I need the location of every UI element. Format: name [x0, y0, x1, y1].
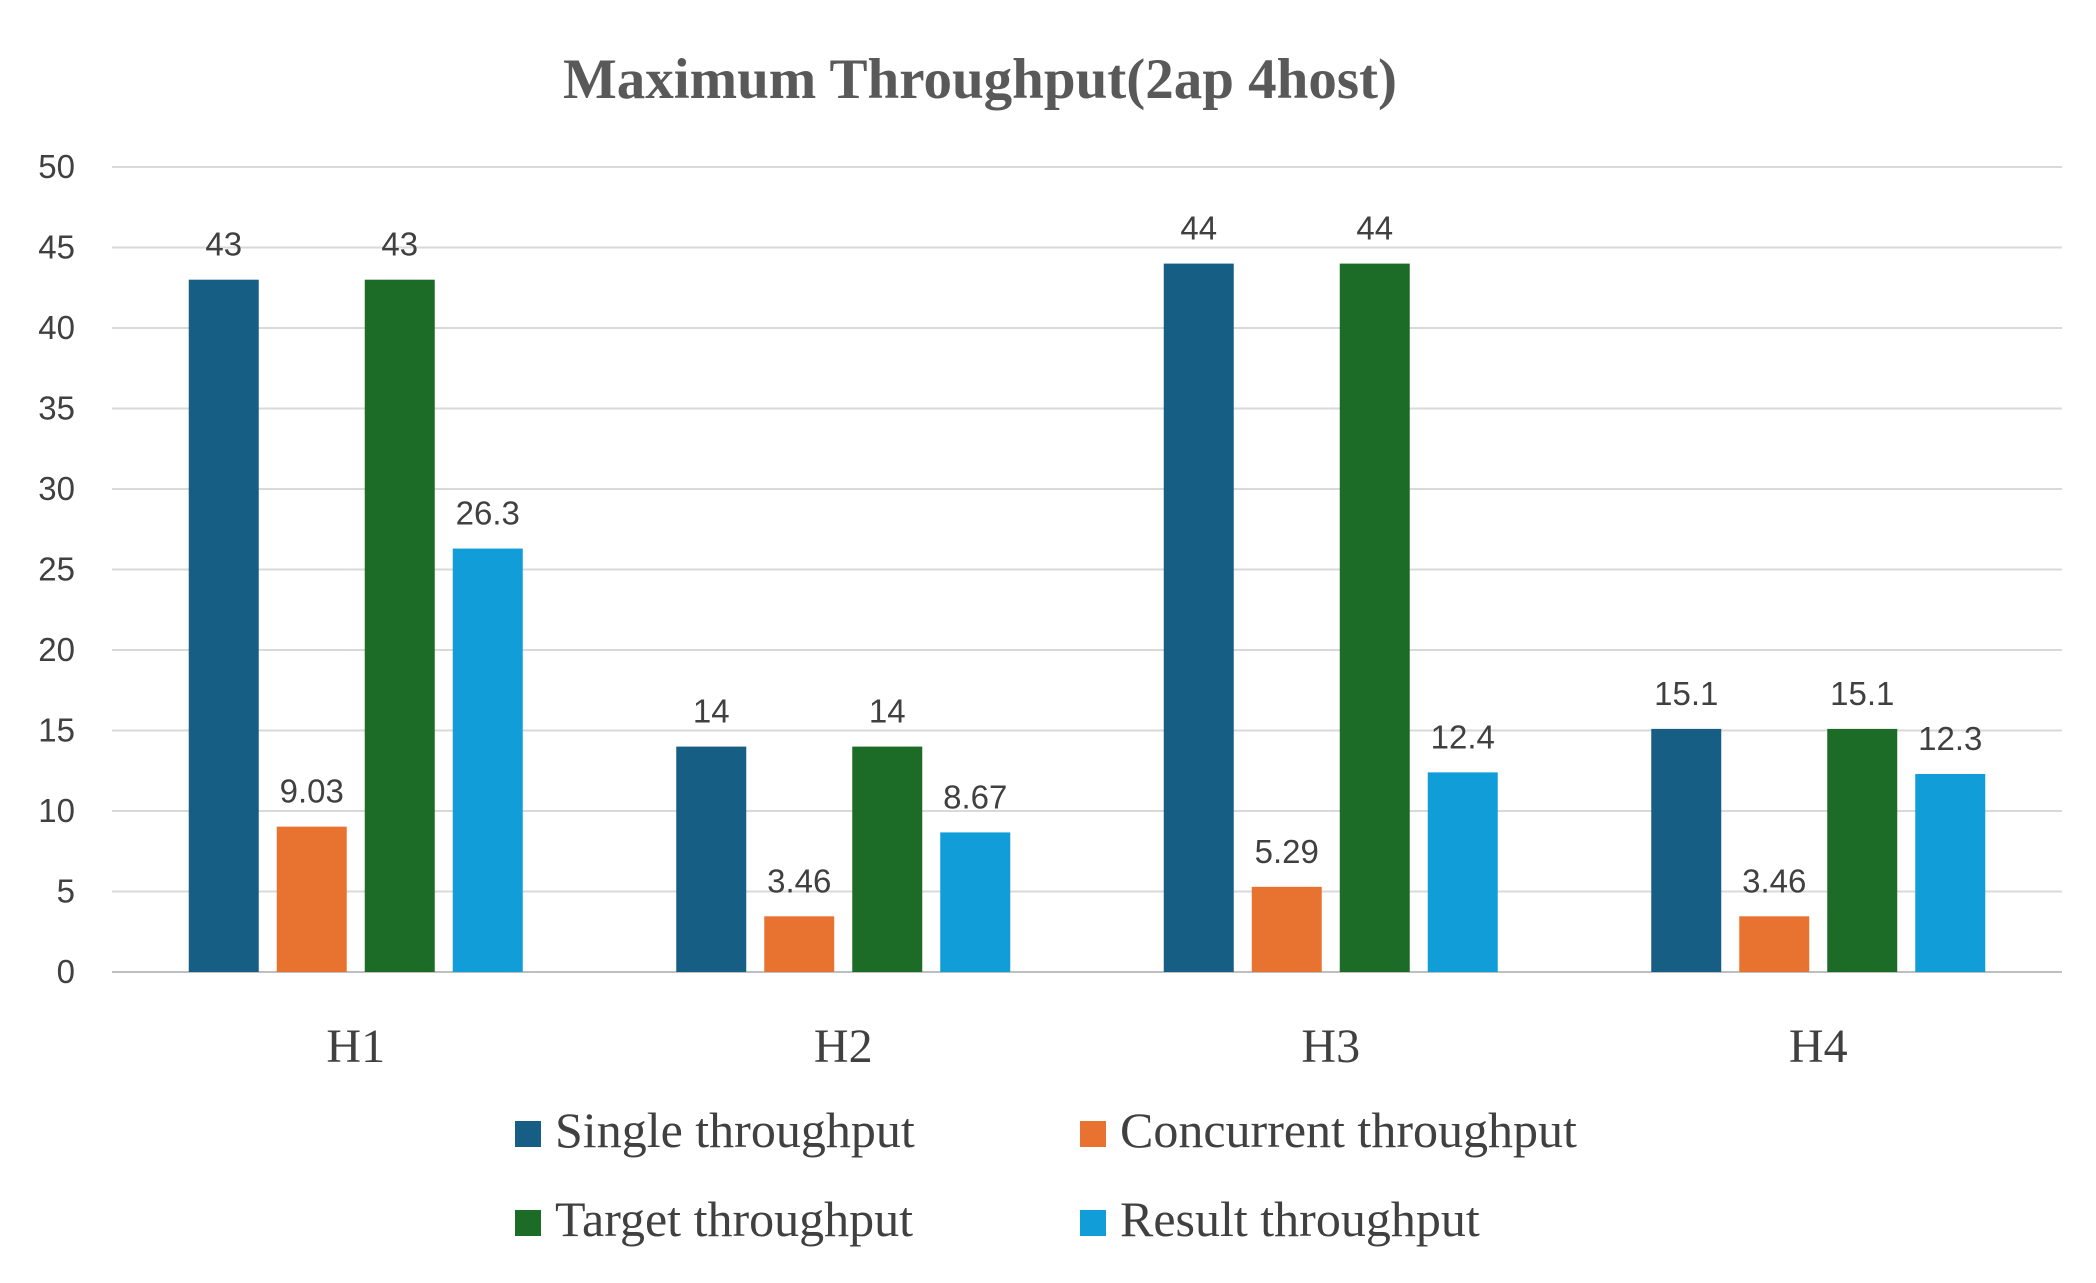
legend-label: Concurrent throughput — [1120, 1102, 1577, 1158]
legend: Single throughput Concurrent throughput Ta… — [515, 1102, 1577, 1247]
legend-swatch — [1080, 1121, 1106, 1147]
y-tick-label: 45 — [38, 229, 75, 266]
bar — [764, 916, 835, 972]
bar — [1915, 773, 1986, 972]
data-label: 43 — [381, 226, 418, 263]
chart-title: Maximum Throughput(2ap 4host) — [563, 48, 1397, 111]
data-label: 14 — [693, 693, 730, 730]
y-tick-label: 50 — [38, 148, 75, 185]
bar — [1739, 916, 1810, 972]
x-tick-label: H1 — [326, 1020, 385, 1073]
bar — [1163, 263, 1234, 973]
bar — [852, 746, 923, 972]
data-label: 44 — [1180, 210, 1217, 247]
y-tick-label: 35 — [38, 390, 75, 427]
data-label: 3.46 — [1742, 862, 1806, 899]
y-tick-label: 5 — [57, 873, 75, 910]
data-label: 9.03 — [280, 773, 344, 810]
bar — [1827, 728, 1898, 972]
bar — [276, 826, 347, 972]
y-tick-label: 40 — [38, 309, 75, 346]
legend-label: Result throughput — [1120, 1191, 1480, 1247]
y-tick-label: 30 — [38, 470, 75, 507]
data-label: 12.3 — [1918, 720, 1982, 757]
legend-item: Result throughput — [1080, 1191, 1480, 1247]
legend-swatch — [1080, 1210, 1106, 1236]
data-label: 43 — [205, 226, 242, 263]
data-label: 15.1 — [1654, 675, 1718, 712]
x-tick-label: H3 — [1301, 1020, 1360, 1073]
bar — [1339, 263, 1410, 973]
y-tick-label: 15 — [38, 712, 75, 749]
bar — [1651, 728, 1722, 972]
legend-swatch — [515, 1210, 541, 1236]
y-tick-label: 20 — [38, 631, 75, 668]
bar — [1251, 886, 1322, 972]
data-label: 26.3 — [456, 495, 520, 532]
legend-item: Concurrent throughput — [1080, 1102, 1577, 1158]
legend-item: Single throughput — [515, 1102, 915, 1158]
bar — [940, 832, 1011, 972]
x-axis-ticks: H1 H2 H3 H4 — [326, 1020, 1847, 1073]
bar — [364, 279, 435, 972]
data-label: 44 — [1356, 210, 1393, 247]
data-label: 12.4 — [1431, 718, 1495, 755]
bar — [1427, 772, 1498, 972]
x-tick-label: H4 — [1789, 1020, 1848, 1073]
x-tick-label: H2 — [814, 1020, 873, 1073]
bar — [452, 548, 523, 972]
legend-item: Target throughput — [515, 1191, 913, 1247]
grid-lines — [112, 166, 2062, 973]
bar — [188, 279, 259, 972]
data-labels: 43 9.03 43 26.3 14 3.46 14 8.67 44 5.29 44 12.4 15.1… — [205, 210, 1982, 900]
y-tick-label: 0 — [57, 953, 75, 990]
y-tick-label: 25 — [38, 551, 75, 588]
data-label: 3.46 — [767, 862, 831, 899]
y-tick-label: 10 — [38, 792, 75, 829]
data-label: 15.1 — [1830, 675, 1894, 712]
bars — [188, 263, 1986, 973]
data-label: 8.67 — [943, 778, 1007, 815]
data-label: 14 — [869, 693, 906, 730]
legend-swatch — [515, 1121, 541, 1147]
legend-label: Single throughput — [555, 1102, 915, 1158]
legend-label: Target throughput — [555, 1191, 913, 1247]
y-axis-ticks: 0 5 10 15 20 25 30 35 40 45 50 — [38, 148, 75, 990]
bar — [676, 746, 747, 972]
data-label: 5.29 — [1255, 833, 1319, 870]
